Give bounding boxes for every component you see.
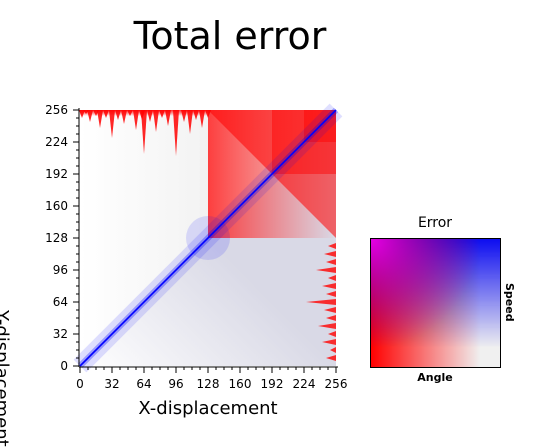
red-spike	[97, 110, 103, 128]
diagonal-bloom	[186, 216, 230, 260]
y-tick-label: 160	[45, 199, 68, 213]
legend-combined-gradient	[371, 239, 500, 367]
red-spike-right	[322, 339, 336, 345]
diagonal-line	[79, 109, 337, 367]
red-spike-right	[324, 307, 336, 313]
red-spike-right	[322, 283, 336, 289]
red-spike	[181, 110, 187, 122]
red-spike-right	[328, 275, 336, 281]
y-axis-label: Y-displacement	[0, 310, 12, 447]
legend-title: Error	[417, 215, 453, 231]
red-spike	[87, 110, 93, 122]
red-spike-right	[316, 267, 336, 273]
y-tick-label: 64	[53, 295, 68, 309]
red-spike	[79, 110, 85, 118]
legend-color-map	[370, 238, 501, 368]
y-tick-label: 0	[60, 359, 68, 373]
x-tick-label: 256	[325, 377, 348, 391]
plot-area	[73, 103, 343, 373]
x-tick-label: 32	[104, 377, 119, 391]
red-spike	[109, 110, 115, 138]
x-tick-label: 128	[197, 377, 220, 391]
red-spike-right	[318, 323, 336, 329]
y-tick-label: 224	[45, 135, 68, 149]
red-spike-right	[324, 251, 336, 257]
red-spike	[115, 110, 121, 120]
red-spike-right	[328, 331, 336, 337]
x-tick-label: 224	[293, 377, 316, 391]
red-spike	[153, 110, 159, 132]
red-spike	[147, 110, 153, 122]
red-spike-right	[330, 347, 336, 353]
red-spike	[127, 110, 133, 116]
red-spike	[165, 110, 171, 126]
legend-x-label: Angle	[417, 371, 453, 384]
red-spike-right	[328, 243, 336, 249]
x-tick-label: 0	[76, 377, 84, 391]
y-tick-label: 128	[45, 231, 68, 245]
red-spike-right	[306, 299, 336, 305]
legend-y-label: Speed	[503, 283, 516, 322]
x-tick-label: 160	[229, 377, 252, 391]
red-spike	[199, 110, 205, 128]
red-spike	[173, 110, 179, 156]
red-spike	[205, 110, 211, 118]
x-tick-label: 64	[136, 377, 151, 391]
red-spike-right	[326, 259, 336, 265]
red-spike	[103, 110, 109, 118]
red-spike	[159, 110, 165, 118]
red-spike	[121, 110, 127, 124]
chart-title: Total error	[133, 14, 327, 58]
x-tick-label: 96	[168, 377, 183, 391]
y-tick-label: 192	[45, 167, 68, 181]
red-spike	[193, 110, 199, 120]
x-axis-label: X-displacement	[138, 398, 278, 419]
axes: 0 32 64 96 128 160 192 224 256 0 32 64 96 128 160 192 22…	[45, 103, 347, 391]
x-tick-label: 192	[261, 377, 284, 391]
red-spike-right	[326, 355, 336, 361]
red-spike-right	[326, 291, 336, 297]
red-spike	[133, 110, 139, 130]
y-tick-label: 96	[53, 263, 68, 277]
red-spike	[141, 110, 147, 154]
y-tick-label: 256	[45, 103, 68, 117]
y-tick-label: 32	[53, 327, 68, 341]
red-spike-right	[326, 315, 336, 321]
red-spike	[187, 110, 193, 134]
